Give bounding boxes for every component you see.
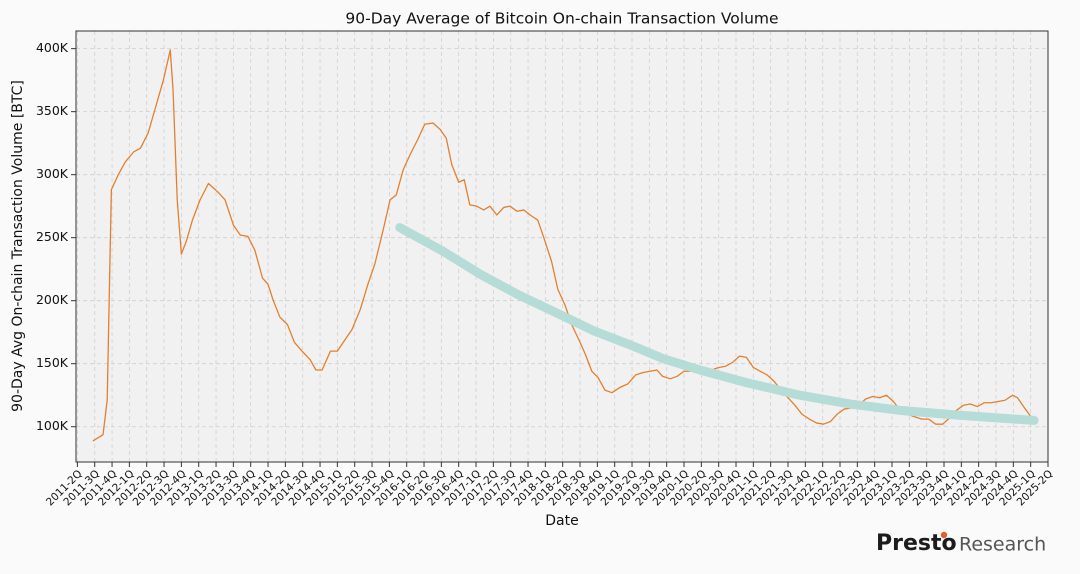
lines [92,49,1039,442]
plot-frame [75,30,1049,463]
chart-title: 90-Day Average of Bitcoin On-chain Trans… [345,10,778,28]
y-tick-label: 200K [36,292,69,307]
plot-background [76,31,1048,462]
data-line [395,223,1039,425]
y-tick-label: 300K [36,166,69,181]
y-tick-label: 400K [36,40,69,55]
y-tick-label: 250K [36,229,69,244]
logo-dot [940,531,948,539]
data-line [92,49,1034,442]
y-tick-label: 350K [36,103,69,118]
brand: Presto [876,531,957,556]
grid [76,31,1049,462]
y-tick-label: 100K [36,418,69,433]
brand-suffix: Research [959,534,1046,556]
y-axis-label: 90-Day Avg On-chain Transaction Volume [… [10,80,26,412]
y-tick-label: 150K [36,355,69,370]
x-axis-label: Date [545,513,578,529]
